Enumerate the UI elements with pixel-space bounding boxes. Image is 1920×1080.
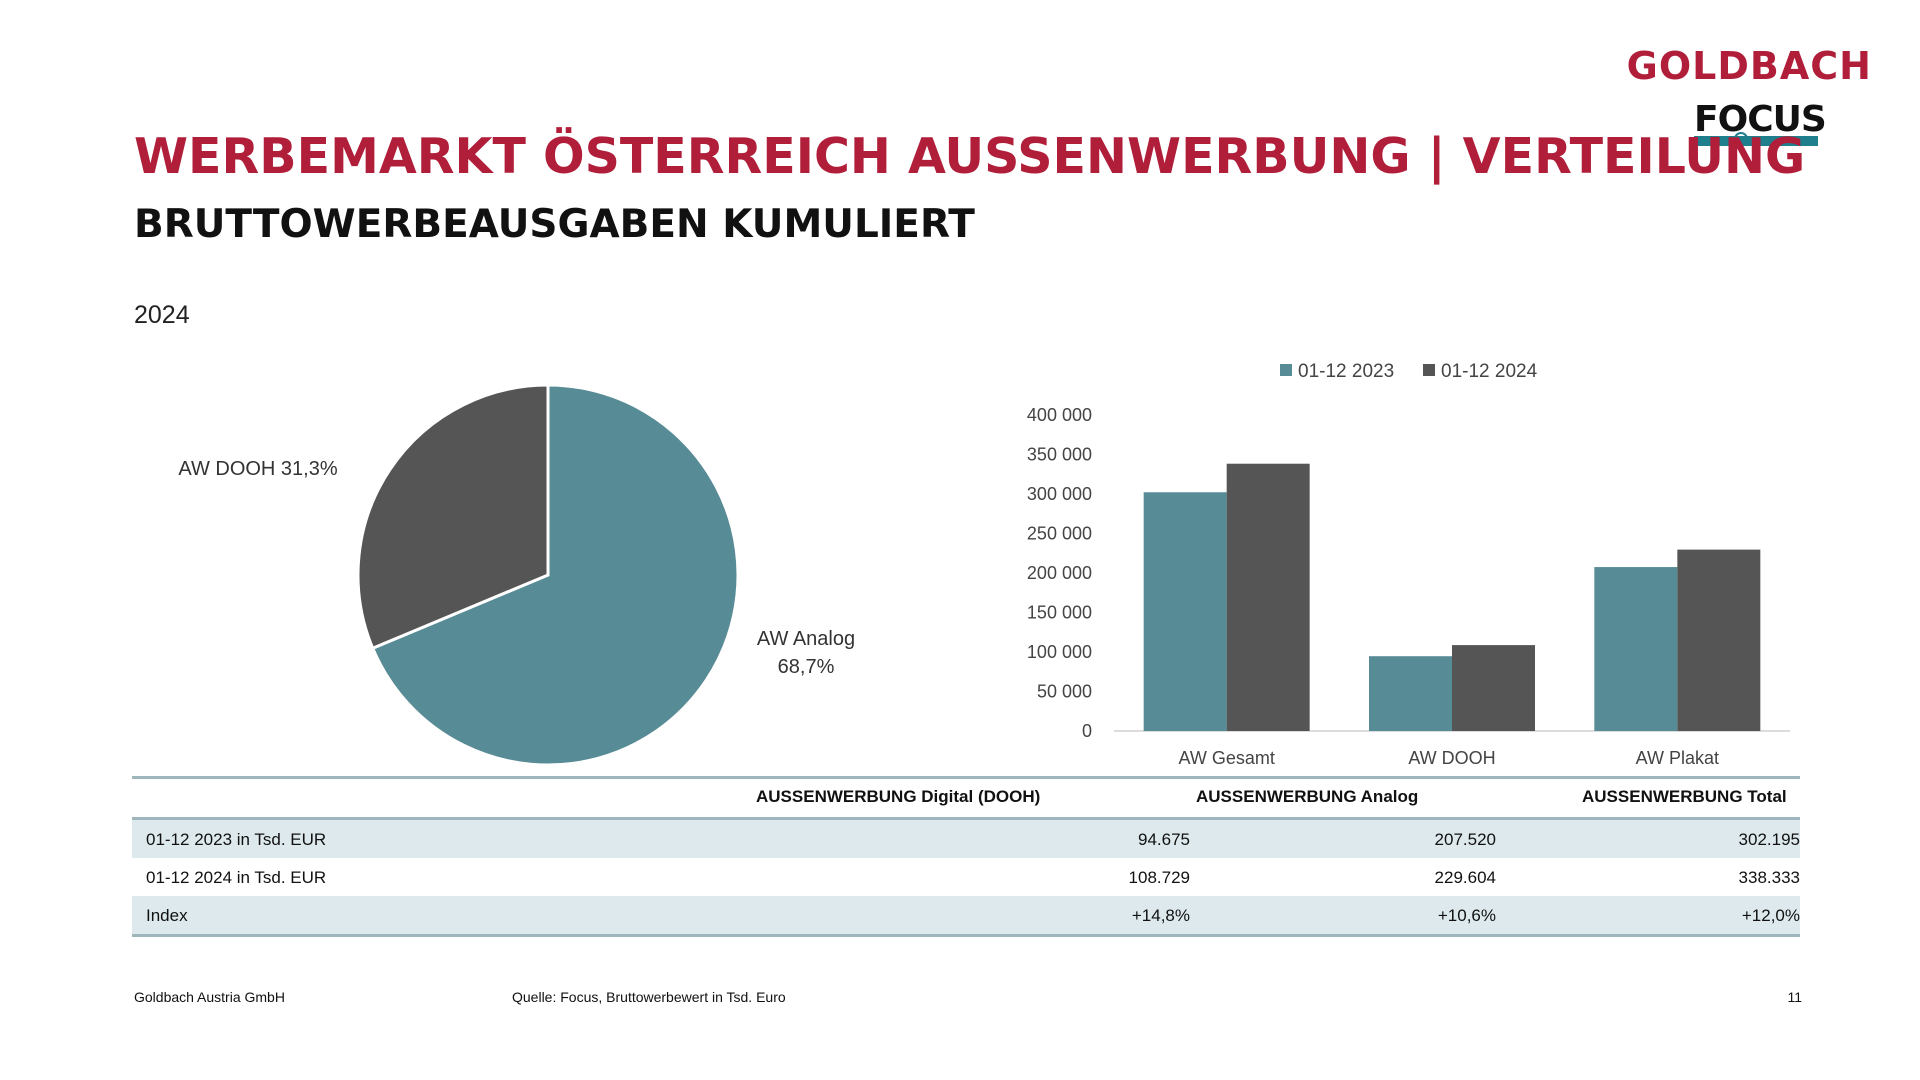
header-total: AUSSENWERBUNG Total [1582,787,1787,806]
logo-bar [1694,136,1818,146]
header-analog: AUSSENWERBUNG Analog [1196,787,1419,806]
pie-label-dooh: AW DOOH 31,3% [178,458,338,480]
y-tick-label: 350 000 [1027,445,1092,465]
footer-company: Goldbach Austria GmbH [134,989,285,1005]
y-tick-label: 200 000 [1027,563,1092,583]
logo-focus: FOCUS [1694,98,1827,146]
bar-1-0 [1226,463,1310,731]
cell-dooh: 108.729 [1128,868,1190,887]
cell-analog: 229.604 [1434,868,1496,887]
x-tick-label: AW DOOH [1408,748,1495,768]
x-tick-label: AW Gesamt [1178,748,1274,768]
page-title: WERBEMARKT ÖSTERREICH AUSSENWERBUNG | VE… [134,128,1806,185]
legend-swatch [1423,364,1435,376]
footer-source: Quelle: Focus, Bruttowerbewert in Tsd. E… [512,989,786,1005]
logo: GOLDBACH FOCUS [1627,44,1872,156]
bar-1-1 [1452,645,1535,731]
page-subtitle: BRUTTOWERBEAUSGABEN KUMULIERT [134,202,975,247]
pie-label-analog-value: 68,7% [778,656,835,678]
pie-label-analog-name: AW Analog [757,628,855,650]
legend-label: 01-12 2024 [1441,361,1538,382]
cell-dooh: +14,8% [1131,906,1190,925]
legend-swatch [1280,364,1292,376]
cell-total: 338.333 [1738,868,1800,887]
y-tick-label: 0 [1082,721,1092,741]
year-label: 2024 [134,301,190,329]
y-tick-label: 150 000 [1027,603,1092,623]
y-tick-label: 300 000 [1027,484,1092,504]
cell-analog: +10,6% [1437,906,1496,925]
row-label: Index [146,906,188,925]
row-label: 01-12 2023 in Tsd. EUR [146,830,327,849]
y-tick-label: 400 000 [1027,405,1092,425]
cell-total: +12,0% [1741,906,1800,925]
y-tick-label: 250 000 [1027,524,1092,544]
page-number: 11 [1787,989,1802,1005]
data-table: AUSSENWERBUNG Digital (DOOH) AUSSENWERBU… [132,776,1800,937]
pie-slice-aw-analog [370,383,740,767]
cell-dooh: 94.675 [1138,830,1190,849]
bar-0-2 [1594,567,1678,731]
x-tick-label: AW Plakat [1636,748,1719,768]
cell-total: 302.195 [1738,830,1800,849]
pie-slice-aw-dooh [356,383,550,651]
table-row: 01-12 2024 in Tsd. EUR 108.729 229.604 3… [132,858,1800,896]
row-label: 01-12 2024 in Tsd. EUR [146,868,327,887]
y-tick-label: 50 000 [1037,682,1092,702]
table-row: 01-12 2023 in Tsd. EUR 94.675 207.520 30… [132,820,1800,858]
bar-0-0 [1143,492,1227,731]
legend-label: 01-12 2023 [1298,361,1394,382]
table-row: Index +14,8% +10,6% +12,0% [132,896,1800,937]
table-header: AUSSENWERBUNG Digital (DOOH) AUSSENWERBU… [132,776,1800,820]
logo-focus-text: FOCUS [1694,99,1827,140]
bar-0-1 [1369,656,1452,731]
cell-analog: 207.520 [1434,830,1496,849]
y-tick-label: 100 000 [1027,642,1092,662]
logo-brand: GOLDBACH [1626,44,1872,88]
header-dooh: AUSSENWERBUNG Digital (DOOH) [756,787,1041,806]
bar-1-2 [1677,549,1761,731]
